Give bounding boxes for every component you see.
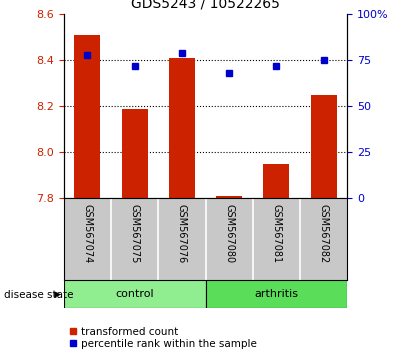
Text: GSM567075: GSM567075 xyxy=(129,204,140,263)
Text: GSM567081: GSM567081 xyxy=(271,204,282,263)
Bar xyxy=(263,164,289,198)
Title: GDS5243 / 10522265: GDS5243 / 10522265 xyxy=(131,0,280,10)
Text: disease state: disease state xyxy=(4,290,74,299)
Text: arthritis: arthritis xyxy=(254,289,298,299)
Text: GSM567080: GSM567080 xyxy=(224,204,234,263)
Text: control: control xyxy=(115,289,154,299)
Bar xyxy=(74,35,100,198)
Bar xyxy=(169,58,195,198)
Legend: transformed count, percentile rank within the sample: transformed count, percentile rank withi… xyxy=(69,327,257,349)
Text: GSM567076: GSM567076 xyxy=(177,204,187,263)
Text: GSM567074: GSM567074 xyxy=(82,204,92,263)
Bar xyxy=(122,109,148,198)
Text: GSM567082: GSM567082 xyxy=(319,204,329,263)
Bar xyxy=(206,280,347,308)
Bar xyxy=(64,280,206,308)
Bar xyxy=(216,196,242,198)
Bar xyxy=(311,95,337,198)
